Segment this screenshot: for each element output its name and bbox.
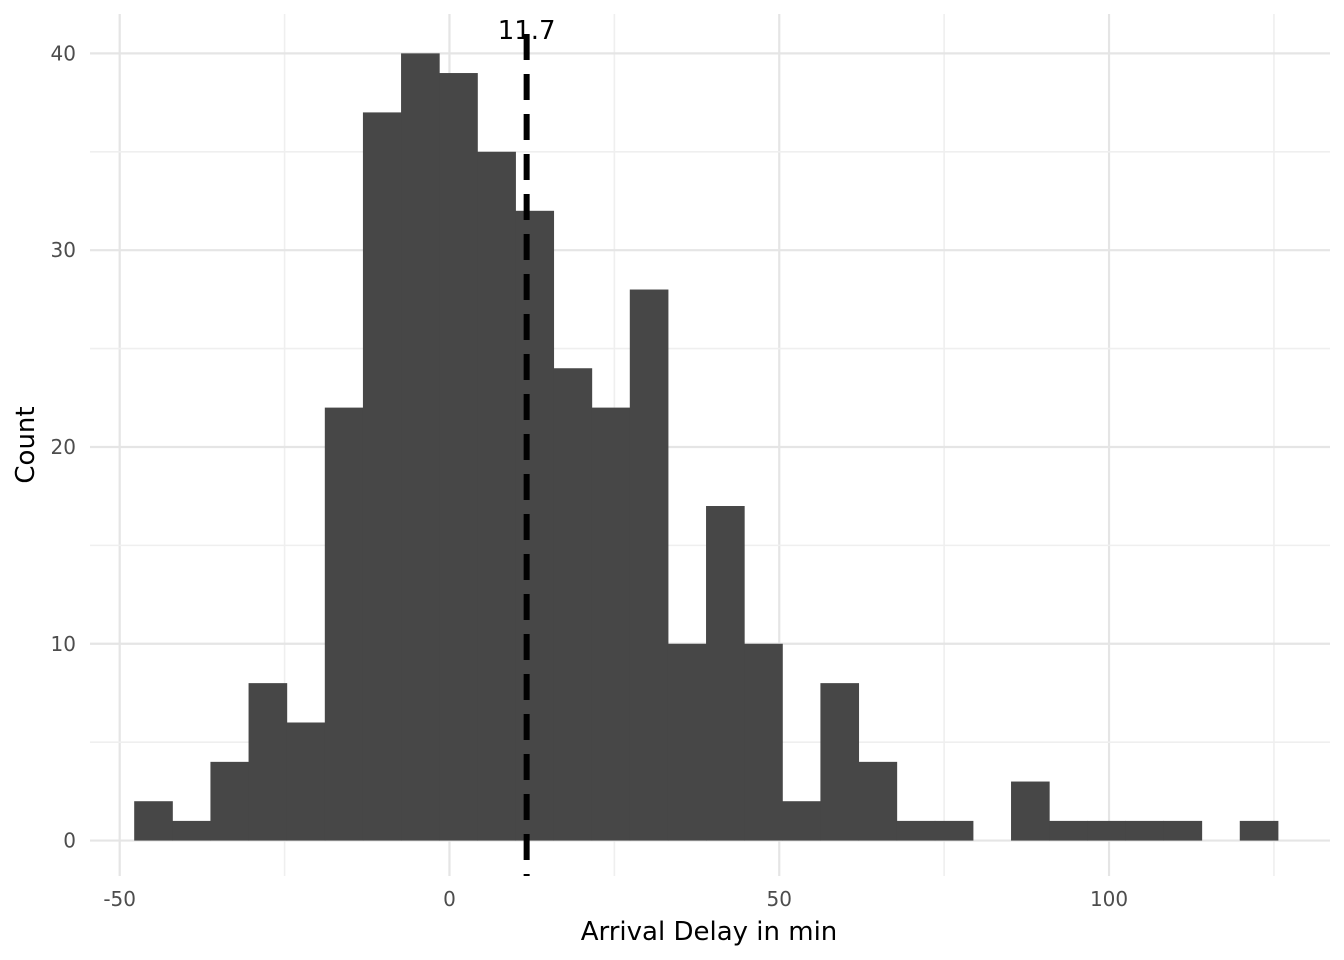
histogram-bar [210, 761, 250, 841]
histogram-bar [515, 210, 555, 841]
histogram-bar [401, 53, 440, 841]
x-tick-label: 0 [443, 887, 456, 911]
histogram-bar [858, 761, 898, 841]
y-axis-title: Count [11, 406, 41, 483]
histogram-bar [1125, 820, 1165, 841]
histogram-bar [439, 73, 478, 841]
histogram-bar [286, 722, 326, 841]
histogram-bar [782, 801, 821, 841]
histogram-bar [172, 820, 211, 841]
x-axis-ticks: -50 0 50 100 [103, 887, 1128, 911]
histogram-bars [134, 53, 1279, 841]
y-axis-ticks: 0 10 20 30 40 [51, 41, 76, 852]
histogram-bar [820, 683, 860, 841]
histogram-bar [706, 506, 745, 841]
histogram-bar [134, 801, 173, 841]
mean-label: 11.7 [498, 16, 556, 46]
x-axis-title: Arrival Delay in min [581, 917, 838, 947]
histogram-bar [248, 683, 288, 841]
histogram-bar [1239, 820, 1279, 841]
histogram-bar [1087, 820, 1126, 841]
y-tick-label: 10 [51, 632, 76, 656]
y-tick-label: 20 [51, 435, 76, 459]
histogram-bar [1049, 820, 1088, 841]
y-tick-label: 40 [51, 41, 76, 65]
histogram-bar [934, 820, 974, 841]
histogram-bar [667, 643, 707, 841]
histogram-bar [553, 368, 593, 841]
histogram-bar [362, 112, 402, 841]
histogram-bar [1163, 820, 1203, 841]
histogram-bar [1011, 781, 1050, 841]
histogram-bar [896, 820, 936, 841]
histogram-bar [629, 289, 669, 841]
y-tick-label: 0 [63, 829, 76, 853]
y-tick-label: 30 [51, 238, 76, 262]
histogram-bar [324, 407, 364, 841]
x-tick-label: 100 [1090, 887, 1128, 911]
x-tick-label: -50 [103, 887, 136, 911]
histogram-bar [477, 151, 516, 841]
histogram-bar [744, 643, 783, 841]
x-tick-label: 50 [767, 887, 792, 911]
histogram-bar [591, 407, 631, 841]
